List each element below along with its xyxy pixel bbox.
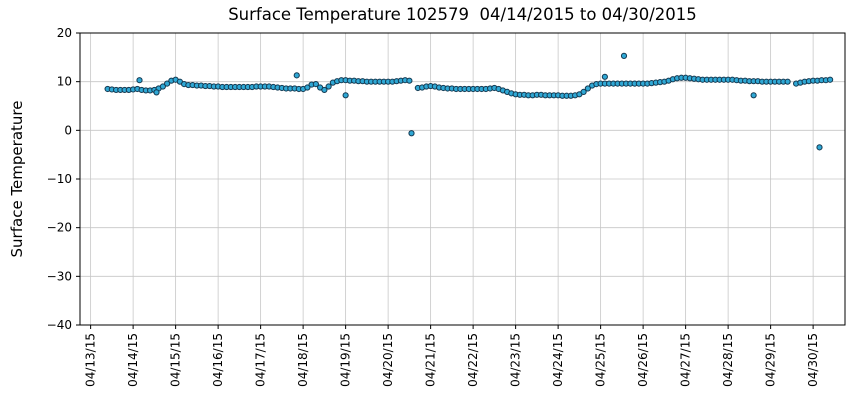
x-tick-label: 04/22/15 [466, 333, 480, 387]
data-point-surface_temperature [321, 86, 328, 94]
x-tick-label: 04/21/15 [424, 333, 438, 387]
data-point-surface_temperature [584, 85, 591, 92]
data-point-outliers [408, 130, 415, 137]
x-tick-label: 04/27/15 [679, 333, 693, 387]
x-tick-label: 04/20/15 [381, 333, 395, 387]
data-point-surface_temperature [159, 83, 166, 90]
data-point-surface_temperature [312, 81, 319, 88]
x-tick-label: 04/15/15 [169, 333, 183, 387]
y-axis-label: Surface Temperature [8, 100, 26, 258]
data-point-outliers [153, 89, 160, 96]
y-tick-label: 20 [57, 26, 72, 40]
y-tick-label: 10 [57, 75, 72, 89]
y-tick-label: 0 [64, 123, 72, 137]
y-tick-label: −20 [47, 221, 72, 235]
data-point-outliers [601, 73, 608, 80]
data-point-surface_temperature [580, 88, 587, 95]
data-point-surface_temperature [406, 77, 413, 84]
x-tick-label: 04/14/15 [126, 333, 140, 387]
x-tick-label: 04/16/15 [211, 333, 225, 387]
x-tick-label: 04/26/15 [636, 333, 650, 387]
y-tick-label: −40 [47, 318, 72, 332]
data-point-surface_temperature [784, 78, 791, 85]
x-tick-label: 04/25/15 [594, 333, 608, 387]
x-tick-label: 04/19/15 [339, 333, 353, 387]
x-tick-label: 04/28/15 [721, 333, 735, 387]
data-point-surface_temperature [304, 84, 311, 91]
data-point-surface_temperature [164, 80, 171, 87]
data-point-surface_temperature [827, 76, 834, 83]
x-tick-label: 04/13/15 [84, 333, 98, 387]
data-point-outliers [293, 72, 300, 79]
x-tick-label: 04/30/15 [806, 333, 820, 387]
data-point-outliers [136, 77, 143, 84]
x-tick-label: 04/29/15 [764, 333, 778, 387]
data-point-outliers [816, 144, 823, 151]
x-tick-label: 04/23/15 [509, 333, 523, 387]
x-tick-label: 04/24/15 [551, 333, 565, 387]
x-tick-label: 04/18/15 [296, 333, 310, 387]
data-point-surface_temperature [325, 83, 332, 90]
data-point-outliers [342, 92, 349, 99]
y-tick-label: −30 [47, 269, 72, 283]
chart-title: Surface Temperature 102579 04/14/2015 to… [228, 5, 697, 24]
data-point-outliers [620, 52, 628, 59]
data-point-outliers [750, 92, 757, 99]
y-tick-label: −10 [47, 172, 72, 186]
x-tick-label: 04/17/15 [254, 333, 268, 387]
